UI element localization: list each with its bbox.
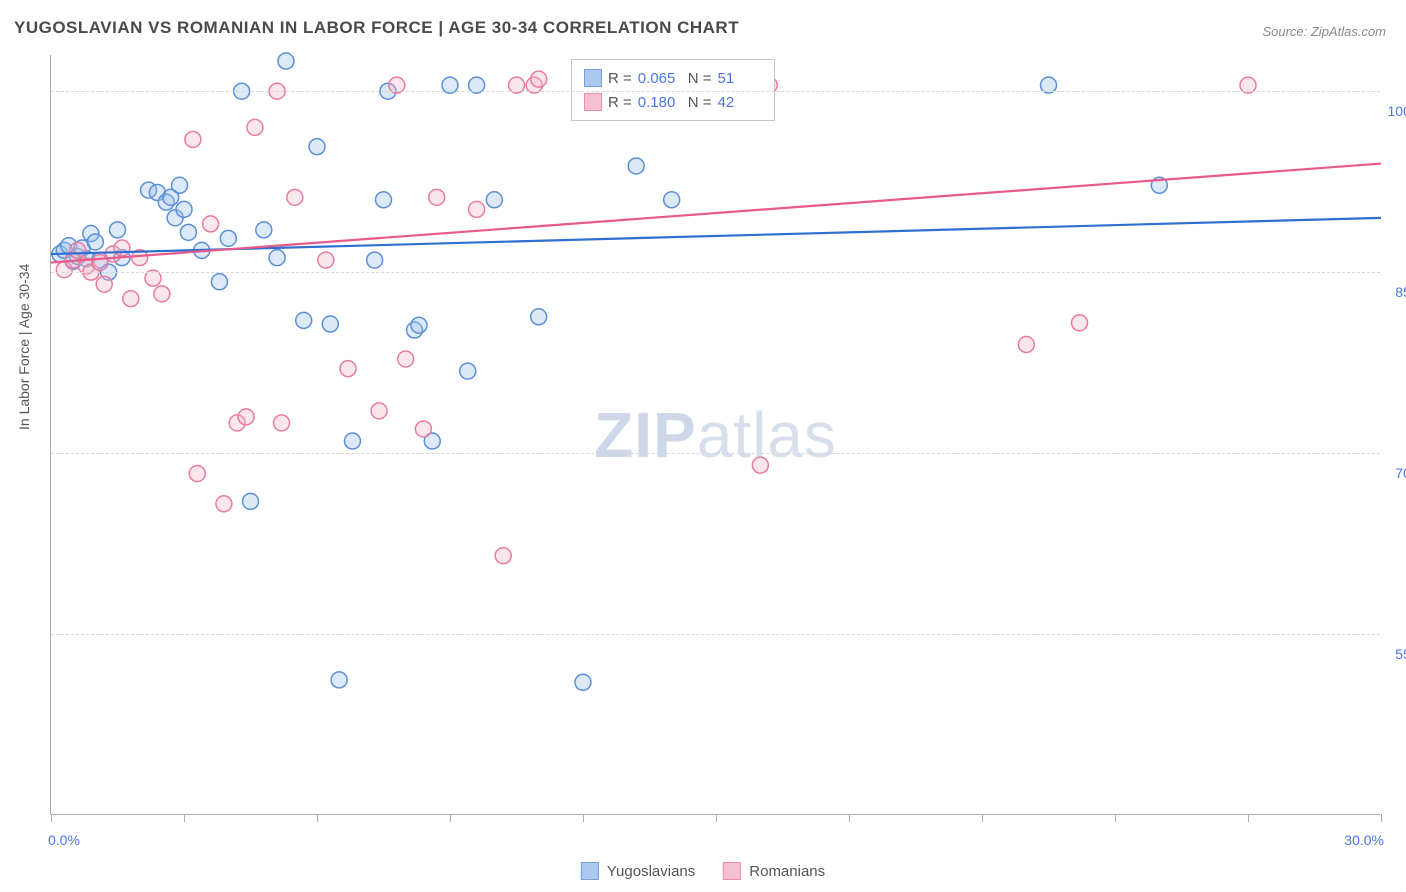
x-tick — [450, 814, 451, 822]
x-tick — [184, 814, 185, 822]
scatter-point-romanians — [340, 361, 356, 377]
scatter-point-romanians — [495, 548, 511, 564]
scatter-point-romanians — [415, 421, 431, 437]
series-legend-item-yugoslavians: Yugoslavians — [581, 862, 695, 880]
y-tick-label: 100.0% — [1385, 103, 1406, 119]
trend-line-romanians — [51, 164, 1381, 263]
scatter-point-romanians — [398, 351, 414, 367]
x-tick — [317, 814, 318, 822]
scatter-point-yugoslavians — [296, 312, 312, 328]
gridline — [51, 634, 1380, 635]
scatter-point-yugoslavians — [172, 177, 188, 193]
gridline — [51, 272, 1380, 273]
scatter-point-yugoslavians — [243, 493, 259, 509]
legend-row-romanians: R = 0.180 N = 42 — [584, 90, 762, 114]
legend-r-label: R = — [608, 70, 632, 87]
x-tick — [1248, 814, 1249, 822]
y-tick-label: 85.0% — [1385, 284, 1406, 300]
scatter-point-romanians — [752, 457, 768, 473]
scatter-point-yugoslavians — [376, 192, 392, 208]
x-tick — [583, 814, 584, 822]
scatter-point-romanians — [531, 71, 547, 87]
legend-swatch-yugoslavians — [584, 69, 602, 87]
scatter-point-romanians — [185, 131, 201, 147]
scatter-point-yugoslavians — [411, 317, 427, 333]
legend-r-label: R = — [608, 94, 632, 111]
legend-n-label: N = — [688, 70, 712, 87]
x-tick — [982, 814, 983, 822]
scatter-point-romanians — [238, 409, 254, 425]
scatter-point-romanians — [318, 252, 334, 268]
gridline — [51, 91, 1380, 92]
scatter-point-romanians — [429, 189, 445, 205]
scatter-point-romanians — [189, 466, 205, 482]
scatter-point-romanians — [1072, 315, 1088, 331]
scatter-point-yugoslavians — [278, 53, 294, 69]
source-label: Source: ZipAtlas.com — [1262, 24, 1386, 39]
scatter-point-romanians — [247, 119, 263, 135]
scatter-point-yugoslavians — [575, 674, 591, 690]
chart-svg — [51, 55, 1380, 814]
series-swatch-romanians — [723, 862, 741, 880]
x-tick — [51, 814, 52, 822]
scatter-point-romanians — [114, 240, 130, 256]
series-label-yugoslavians: Yugoslavians — [607, 863, 695, 880]
scatter-point-yugoslavians — [331, 672, 347, 688]
scatter-point-romanians — [274, 415, 290, 431]
scatter-point-romanians — [216, 496, 232, 512]
scatter-point-yugoslavians — [220, 230, 236, 246]
scatter-point-romanians — [123, 291, 139, 307]
series-legend: Yugoslavians Romanians — [581, 862, 825, 880]
scatter-point-romanians — [371, 403, 387, 419]
scatter-point-yugoslavians — [486, 192, 502, 208]
scatter-point-yugoslavians — [531, 309, 547, 325]
plot-area: ZIPatlas R =0.065N =51R =0.180N =42 55.0… — [50, 55, 1380, 815]
legend-n-label: N = — [688, 94, 712, 111]
x-tick — [1381, 814, 1382, 822]
scatter-point-romanians — [96, 276, 112, 292]
series-legend-item-romanians: Romanians — [723, 862, 825, 880]
scatter-point-romanians — [70, 242, 86, 258]
legend-swatch-romanians — [584, 93, 602, 111]
scatter-point-romanians — [203, 216, 219, 232]
legend-row-yugoslavians: R = 0.065 N = 51 — [584, 66, 762, 90]
legend-r-value-yugoslavians: 0.065 — [638, 70, 682, 87]
chart-title: YUGOSLAVIAN VS ROMANIAN IN LABOR FORCE |… — [14, 18, 739, 38]
scatter-point-yugoslavians — [309, 139, 325, 155]
gridline — [51, 453, 1380, 454]
x-axis-min-label: 0.0% — [48, 832, 80, 848]
scatter-point-yugoslavians — [110, 222, 126, 238]
scatter-point-yugoslavians — [322, 316, 338, 332]
y-tick-label: 70.0% — [1385, 465, 1406, 481]
scatter-point-romanians — [154, 286, 170, 302]
scatter-point-yugoslavians — [180, 224, 196, 240]
y-axis-label: In Labor Force | Age 30-34 — [16, 264, 32, 430]
legend-n-value-romanians: 42 — [718, 94, 762, 111]
scatter-point-yugoslavians — [256, 222, 272, 238]
scatter-point-yugoslavians — [628, 158, 644, 174]
legend-n-value-yugoslavians: 51 — [718, 70, 762, 87]
x-tick — [1115, 814, 1116, 822]
scatter-point-yugoslavians — [211, 274, 227, 290]
scatter-point-yugoslavians — [664, 192, 680, 208]
scatter-point-romanians — [469, 201, 485, 217]
scatter-point-yugoslavians — [460, 363, 476, 379]
scatter-point-romanians — [287, 189, 303, 205]
series-swatch-yugoslavians — [581, 862, 599, 880]
x-tick — [716, 814, 717, 822]
x-tick — [849, 814, 850, 822]
scatter-point-yugoslavians — [176, 201, 192, 217]
correlation-legend: R = 0.065 N = 51 R = 0.180 N = 42 — [571, 59, 775, 121]
y-tick-label: 55.0% — [1385, 646, 1406, 662]
scatter-point-yugoslavians — [87, 234, 103, 250]
scatter-point-yugoslavians — [367, 252, 383, 268]
scatter-point-yugoslavians — [269, 250, 285, 266]
scatter-point-romanians — [1018, 337, 1034, 353]
scatter-point-yugoslavians — [344, 433, 360, 449]
x-axis-max-label: 30.0% — [1344, 832, 1384, 848]
series-label-romanians: Romanians — [749, 863, 825, 880]
legend-r-value-romanians: 0.180 — [638, 94, 682, 111]
